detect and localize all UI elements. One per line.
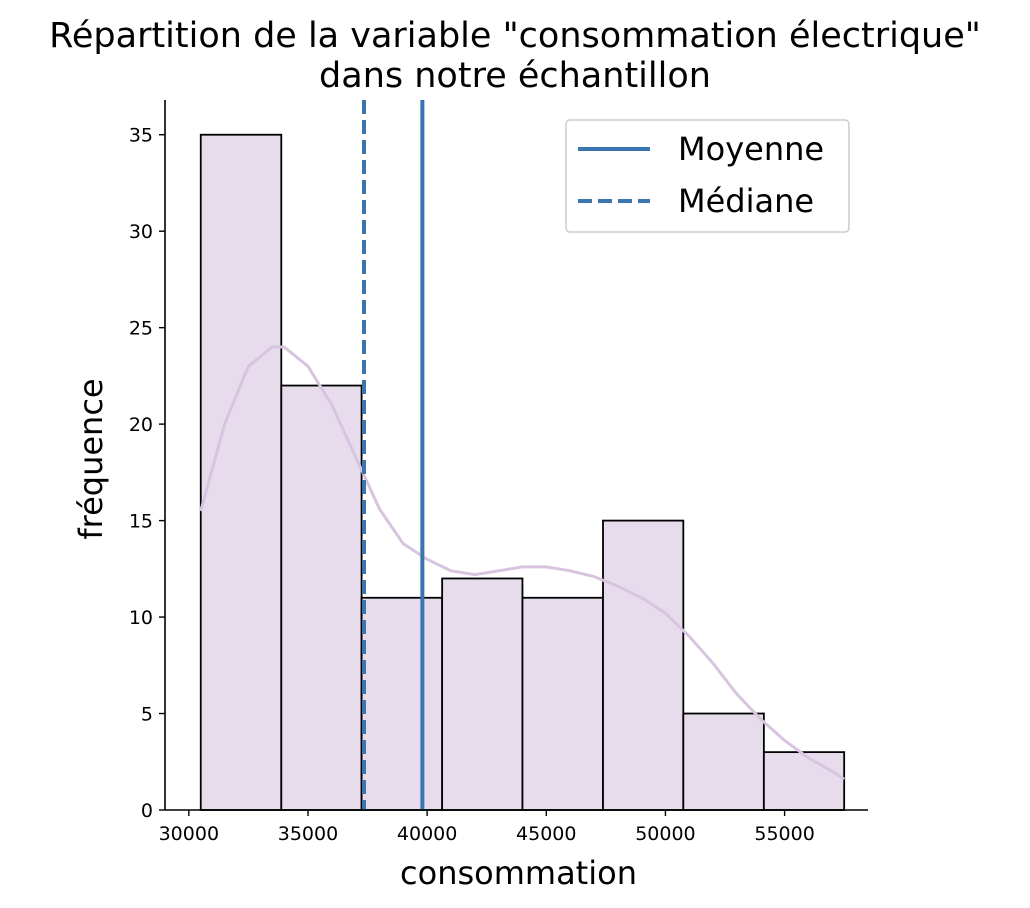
histogram-bar-2 (280, 384, 363, 811)
chart-title-line2: dans notre échantillon (319, 56, 711, 96)
histogram-bar-5 (521, 596, 604, 811)
x-tick-label: 55000 (754, 823, 814, 845)
y-axis-label: fréquence (72, 378, 110, 539)
histogram-bar-8 (762, 751, 846, 811)
legend-mean-label: Moyenne (678, 130, 824, 168)
y-ticks: 0 5 10 15 20 25 30 35 (129, 125, 165, 822)
histogram-bar-3 (360, 596, 444, 811)
y-tick-label: 25 (129, 318, 153, 340)
histogram-bar-7 (682, 712, 765, 811)
histogram-bar-6 (602, 519, 685, 811)
x-tick-label: 45000 (516, 823, 576, 845)
x-ticks: 30000 35000 40000 45000 50000 55000 (159, 810, 815, 845)
x-tick-label: 30000 (159, 823, 219, 845)
histogram-bar-4 (441, 577, 524, 811)
x-tick-label: 40000 (397, 823, 457, 845)
histogram-bars (199, 133, 846, 811)
chart-title: Répartition de la variable "consommation… (49, 16, 981, 56)
legend: Moyenne Médiane (565, 119, 850, 233)
y-tick-label: 5 (141, 704, 153, 726)
x-axis-label: consommation (400, 854, 637, 892)
x-tick-label: 50000 (635, 823, 695, 845)
y-tick-label: 20 (129, 414, 153, 436)
y-tick-label: 35 (129, 125, 153, 147)
y-tick-label: 15 (129, 511, 153, 533)
y-tick-label: 30 (129, 221, 153, 243)
y-tick-label: 0 (141, 800, 153, 822)
legend-median-label: Médiane (678, 182, 814, 220)
x-tick-label: 35000 (278, 823, 338, 845)
kde-curve (199, 345, 846, 781)
y-tick-label: 10 (129, 607, 153, 629)
